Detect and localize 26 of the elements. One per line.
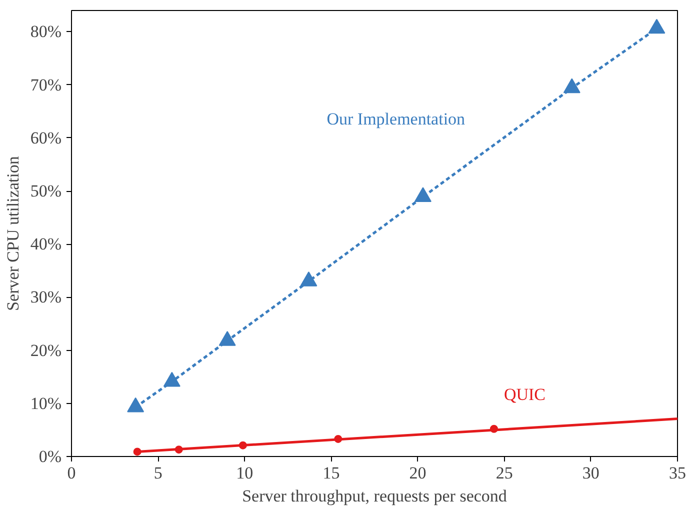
x-tick-label: 5 (154, 464, 162, 482)
x-tick-label: 35 (669, 464, 686, 482)
y-tick-label: 0% (38, 447, 62, 466)
y-tick-label: 20% (30, 340, 62, 360)
y-tick-label: 10% (30, 394, 62, 413)
y-axis-title: Server CPU utilization (3, 156, 22, 311)
x-tick-label: 0 (67, 464, 76, 482)
series-label: Our Implementation (326, 110, 466, 129)
point (218, 331, 236, 346)
x-tick-label: 10 (236, 464, 254, 482)
y-tick-label: 40% (30, 234, 62, 254)
y-tick-label: 50% (30, 182, 62, 201)
x-tick-label: 30 (582, 464, 600, 482)
point (563, 78, 580, 94)
y-tick-label: 30% (30, 288, 62, 307)
point (414, 187, 432, 202)
y-tick-label: 70% (30, 75, 62, 94)
x-tick-label: 15 (322, 464, 340, 482)
x-tick-label: 25 (496, 464, 513, 482)
x-tick-label: 20 (409, 464, 426, 482)
x-axis-title: Server throughput, requests per second (242, 486, 508, 506)
point (648, 18, 666, 34)
point (300, 272, 318, 286)
y-tick-label: 60% (30, 128, 62, 148)
series-label: QUIC (504, 384, 546, 404)
y-tick-label: 80% (30, 22, 62, 42)
